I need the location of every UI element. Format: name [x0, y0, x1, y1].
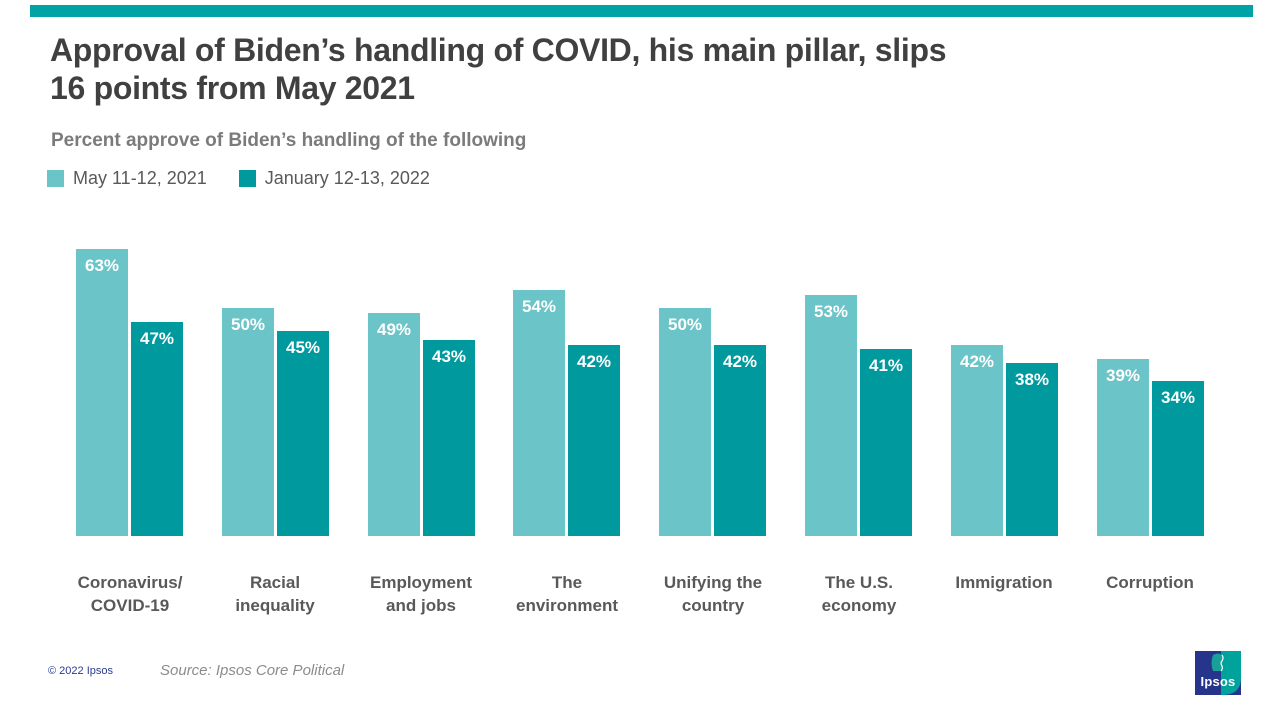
- bar-value-label: 45%: [285, 338, 321, 357]
- page-title: Approval of Biden’s handling of COVID, h…: [50, 31, 1240, 107]
- category-label: Immigration: [955, 573, 1053, 592]
- bar-value-label: 34%: [1160, 388, 1196, 407]
- ipsos-logo: Ipsos: [1195, 651, 1241, 695]
- bar-value-label: 42%: [959, 352, 995, 371]
- bar-value-label: 47%: [139, 329, 175, 348]
- bar-value-label: 42%: [722, 352, 758, 371]
- bar: 38%: [1006, 363, 1058, 536]
- page-title-line1: Approval of Biden’s handling of COVID, h…: [50, 32, 947, 68]
- bar: 47%: [131, 322, 183, 536]
- legend-item-may-2021: May 11-12, 2021: [47, 168, 207, 189]
- bar: 39%: [1097, 359, 1149, 536]
- category-label: Coronavirus/ COVID-19: [77, 573, 183, 615]
- bar-value-label: 54%: [521, 297, 557, 316]
- bar-value-label: 63%: [84, 256, 120, 275]
- bar: 41%: [860, 349, 912, 536]
- category-label: Employment and jobs: [369, 573, 473, 615]
- bar: 42%: [568, 345, 620, 536]
- bar-value-label: 39%: [1105, 366, 1141, 385]
- chart-subtitle: Percent approve of Biden’s handling of t…: [51, 130, 527, 151]
- logo-mark-icon: [1195, 651, 1241, 695]
- bar-value-label: 53%: [813, 302, 849, 321]
- legend-item-january-2022: January 12-13, 2022: [238, 168, 430, 189]
- bar: 34%: [1152, 381, 1204, 536]
- top-accent-bar: [30, 5, 1253, 17]
- bar: 54%: [513, 290, 565, 536]
- source-text: Source: Ipsos Core Political: [160, 662, 345, 679]
- bar: 49%: [368, 313, 420, 536]
- bar: 43%: [423, 340, 475, 536]
- category-label: Unifying the country: [663, 573, 763, 615]
- copyright-text: © 2022 Ipsos: [48, 665, 113, 677]
- category-label: Corruption: [1106, 573, 1194, 592]
- category-label: The U.S. economy: [821, 573, 897, 615]
- bar: 50%: [659, 308, 711, 536]
- logo-wordmark: Ipsos: [1200, 674, 1236, 689]
- legend-swatch-icon: [47, 170, 64, 187]
- page-title-line2: 16 points from May 2021: [50, 70, 415, 106]
- bar: 45%: [277, 331, 329, 536]
- bar: 42%: [951, 345, 1003, 536]
- legend: May 11-12, 2021 January 12-13, 2022: [47, 168, 462, 189]
- bar: 63%: [76, 249, 128, 536]
- bar: 50%: [222, 308, 274, 536]
- bar-value-label: 50%: [230, 315, 266, 334]
- bar-value-label: 42%: [576, 352, 612, 371]
- legend-label: January 12-13, 2022: [264, 168, 430, 188]
- bar-value-label: 43%: [431, 347, 467, 366]
- bar: 42%: [714, 345, 766, 536]
- bar: 53%: [805, 295, 857, 536]
- bar-value-label: 41%: [868, 356, 904, 375]
- bar-value-label: 50%: [667, 315, 703, 334]
- category-label: The environment: [515, 573, 619, 615]
- bar-value-label: 49%: [376, 320, 412, 339]
- category-label: Racial inequality: [235, 573, 315, 615]
- legend-label: May 11-12, 2021: [73, 168, 207, 188]
- legend-swatch-icon: [238, 170, 256, 187]
- bar-value-label: 38%: [1014, 370, 1050, 389]
